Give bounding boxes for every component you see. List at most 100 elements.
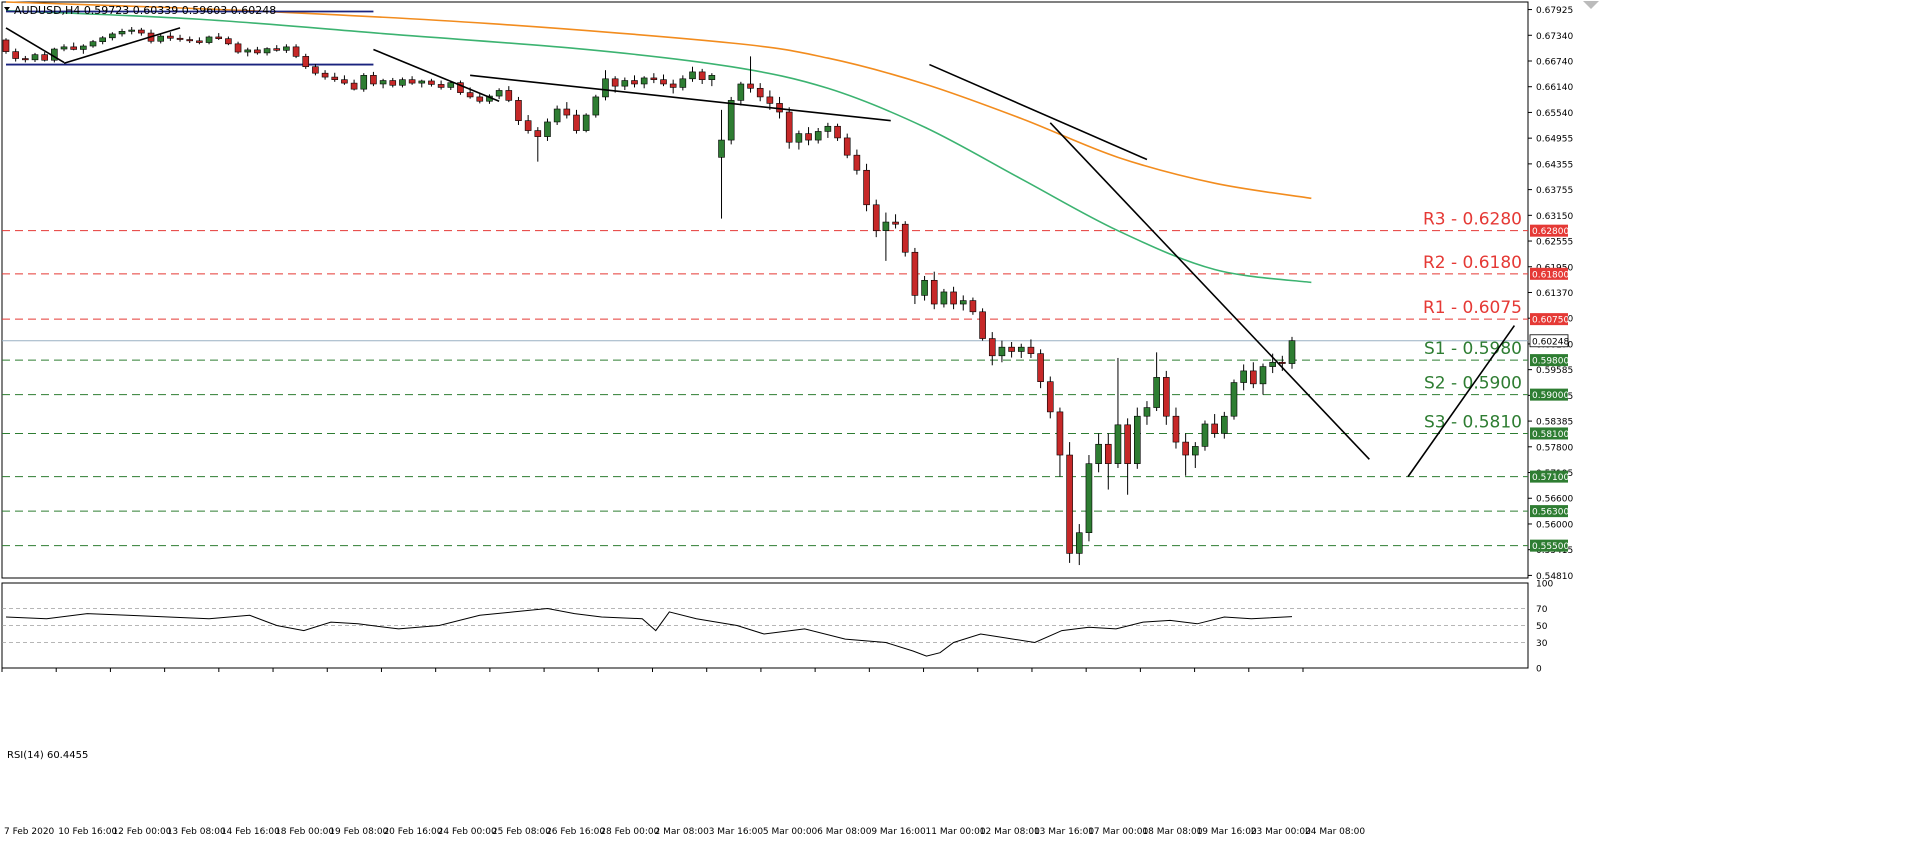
level-price-box [1530,267,1568,280]
level-price-box-label: 0.55500 [1532,542,1569,552]
candle-bearish [2,39,10,52]
candle-bearish [766,96,774,104]
candle-bullish [1201,423,1209,447]
candle-bearish [901,223,909,253]
candle-bullish [718,139,725,158]
candle-bullish [1288,340,1296,364]
candle-bullish [80,45,87,50]
candle-bearish [1008,346,1015,352]
level-price-box [1530,354,1568,367]
dropdown-arrow-icon[interactable] [4,7,10,11]
price-tick-label: 0.56600 [1536,495,1573,505]
level-label-s1: S1 - 0.5980 [1424,339,1522,359]
time-tick-label: 25 Feb 08:00 [492,827,551,837]
candle-bearish [167,35,174,39]
candle-bearish [138,29,145,34]
time-tick-label: 14 Feb 16:00 [221,827,280,837]
time-tick-label: 26 Feb 16:00 [546,827,605,837]
candle-bearish [872,204,880,231]
candle-bearish [988,338,996,357]
candle-bullish [495,90,503,97]
candle-bearish [292,46,300,57]
candle-bullish [1192,446,1199,456]
price-tick-label: 0.64955 [1536,135,1573,145]
candle-bearish [650,77,658,80]
price-tick-label: 0.67340 [1536,32,1573,42]
candle-bullish [592,96,600,116]
candle-bearish [843,137,851,156]
candle-bearish [1046,381,1054,413]
time-tick-label: 18 Mar 08:00 [1142,827,1202,837]
candle-bearish [234,43,242,53]
level-price-box [1530,505,1568,518]
candle-bullish [824,125,832,132]
candle-bearish [1182,441,1189,456]
candle-bearish [186,39,194,42]
candle-bearish [756,87,764,98]
candle-bearish [534,130,542,137]
candle-bearish [611,78,619,87]
candle-bearish [892,221,899,225]
candle-bearish [747,83,754,89]
time-tick-label: 18 Feb 00:00 [275,827,334,837]
candle-bearish [70,46,77,50]
candle-bearish [1027,346,1035,354]
price-tick-label: 0.63755 [1536,186,1573,196]
candle-bullish [940,291,948,305]
candle-bullish [1133,415,1141,464]
candle-bearish [1279,361,1286,364]
candle-bullish [708,75,716,80]
price-tick-label: 0.66740 [1536,57,1573,67]
time-tick-label: 6 Mar 08:00 [817,827,872,837]
moving-average-slow [5,1,1312,200]
level-price-box [1530,388,1568,401]
candle-bullish [1269,361,1276,367]
candle-bearish [22,58,29,61]
candle-bullish [1085,463,1093,533]
candle-bearish [950,291,957,305]
price-tick-label: 0.61370 [1536,289,1573,299]
time-tick-label: 2 Mar 08:00 [655,827,710,837]
scroll-marker-icon[interactable] [1583,1,1599,9]
time-tick-label: 3 Mar 16:00 [709,827,764,837]
time-tick-label: 9 Mar 16:00 [871,827,926,837]
candle-bearish [911,251,919,296]
price-tick-label: 0.58385 [1536,418,1573,428]
level-price-box [1530,470,1568,483]
time-tick-label: 20 Feb 16:00 [383,827,442,837]
time-tick-label: 7 Feb 2020 [4,827,55,837]
level-label-r3: R3 - 0.6280 [1423,210,1522,230]
candle-bullish [602,78,609,98]
level-price-box [1530,313,1568,326]
candle-bearish [1172,415,1180,443]
level-price-box [1530,427,1568,440]
candle-bullish [621,80,629,87]
candle-bearish [370,75,377,85]
candle-bullish [1114,424,1122,464]
candle-bearish [437,84,445,88]
candle-bearish [524,120,532,131]
candle-bearish [631,80,638,85]
candle-bearish [428,80,435,85]
time-tick-label: 23 Mar 00:00 [1251,827,1311,837]
time-tick-label: 13 Feb 08:00 [167,827,226,837]
rsi-line [5,607,1293,657]
time-tick-label: 19 Mar 16:00 [1197,827,1257,837]
candle-bullish [679,78,687,88]
rsi-tick-label: 30 [1536,639,1548,649]
candle-bearish [408,79,416,84]
candle-bullish [544,121,551,137]
trend-line [63,27,181,65]
rsi-tick-label: 100 [1536,580,1553,590]
candle-bearish [573,114,580,131]
trend-line [1407,325,1516,478]
candle-bullish [244,49,252,53]
candle-bearish [196,40,203,43]
rsi-pane: 100 70 50 30 0 [1,580,1553,675]
level-price-box-label: 0.62800 [1532,227,1569,237]
candle-bullish [99,37,106,42]
price-pane-frame [1,1,1529,579]
price-tick-label: 0.65540 [1536,109,1573,119]
candle-bearish [515,100,522,121]
